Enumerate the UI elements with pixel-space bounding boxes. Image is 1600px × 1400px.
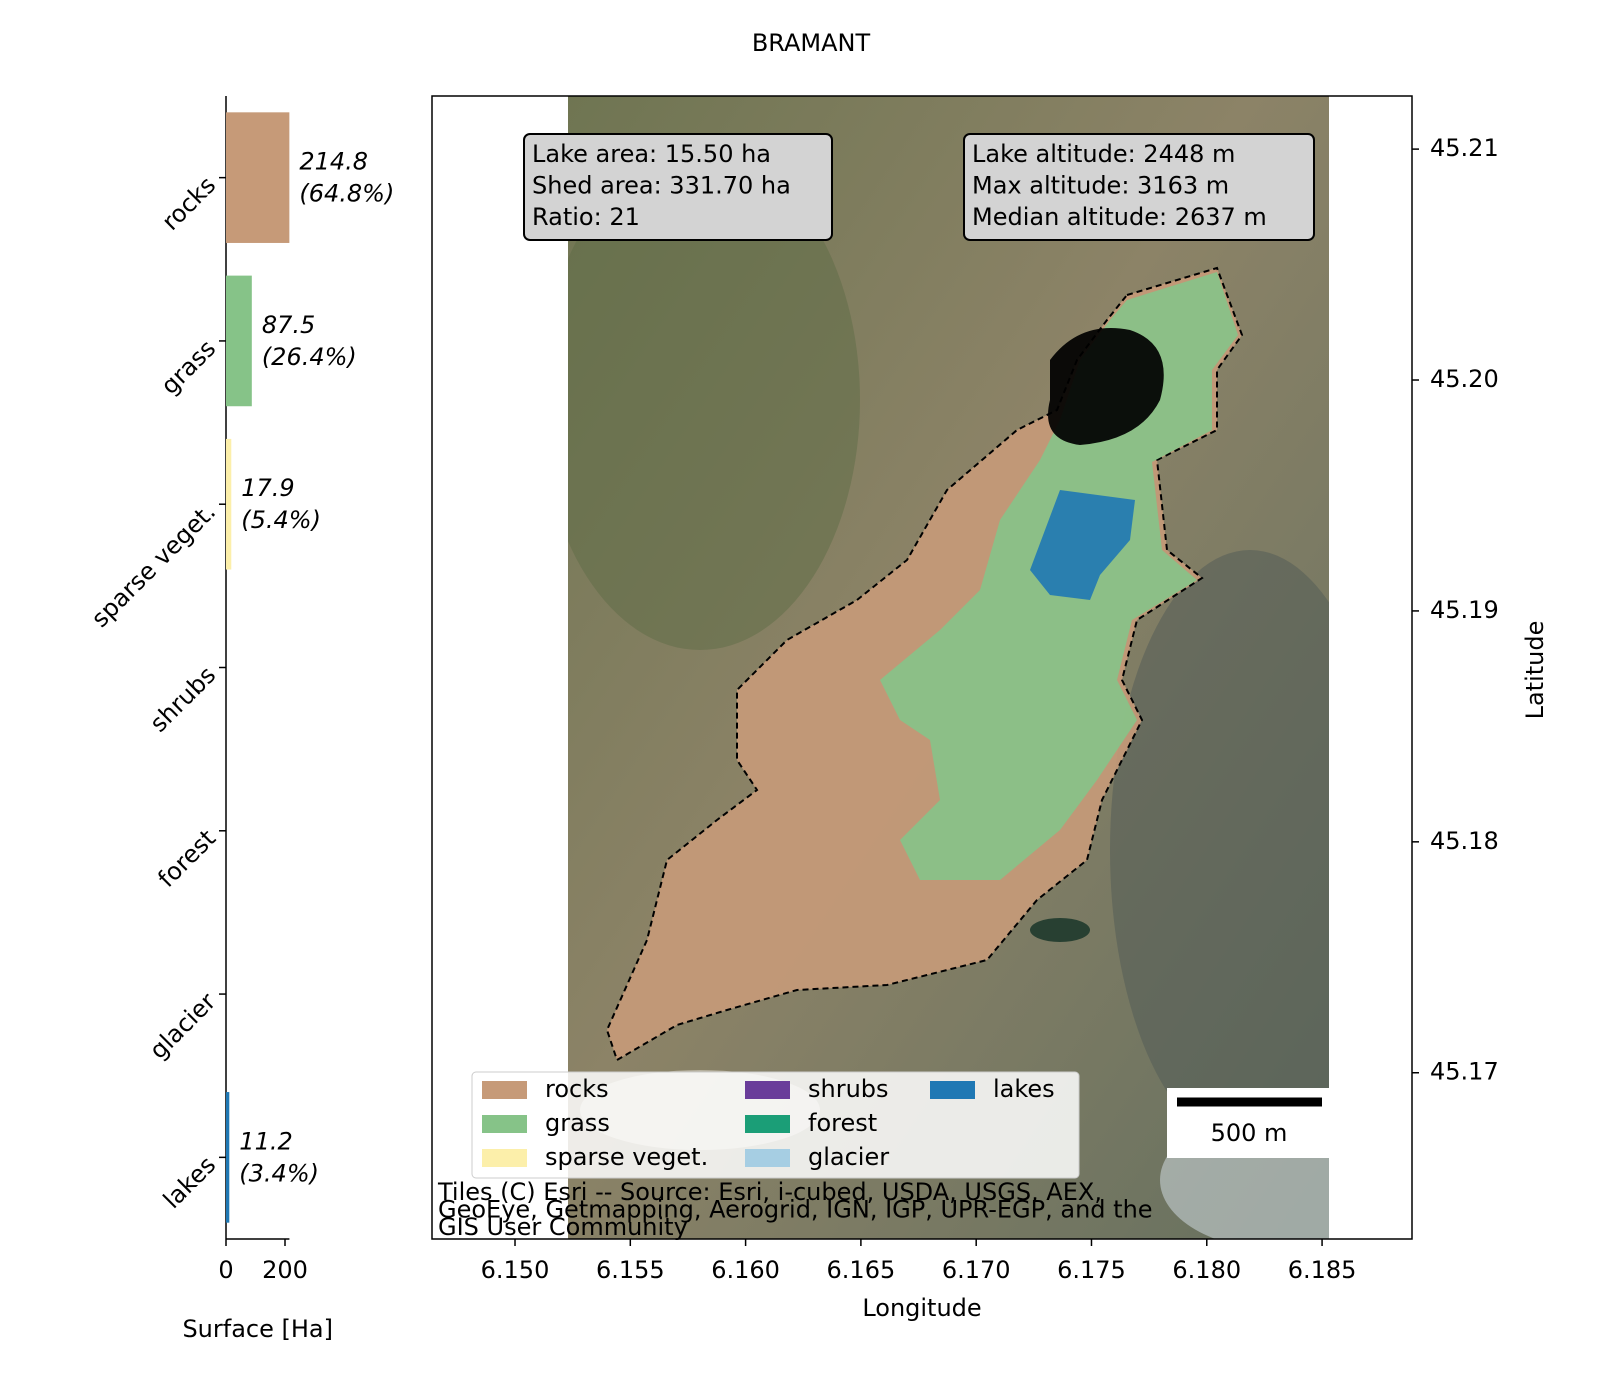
legend-swatch [482, 1115, 527, 1133]
share-label: (5.4%) [241, 506, 321, 534]
legend-label: shrubs [808, 1075, 889, 1103]
bar [226, 275, 252, 407]
x-axis-label: Longitude [862, 1294, 981, 1322]
x-tick-label: 6.165 [827, 1256, 896, 1284]
y-tick-label: 45.21 [1430, 134, 1499, 162]
y-tick-label: 45.17 [1430, 1058, 1499, 1086]
x-tick-label: 200 [262, 1256, 308, 1284]
y-tick-label: glacier [144, 987, 221, 1064]
attribution: GIS User Community [438, 1213, 688, 1241]
y-tick-label: rocks [156, 171, 221, 236]
share-label: (3.4%) [239, 1159, 319, 1187]
value-label: 17.9 [241, 474, 294, 502]
share-label: (26.4%) [262, 343, 357, 371]
attribution: GeoEye, Getmapping, Aerogrid, IGN, IGP, … [438, 1196, 1153, 1224]
info-box [963, 133, 1315, 241]
value-label: 214.8 [299, 148, 368, 176]
info-text: Max altitude: 3163 m [972, 172, 1229, 200]
x-tick-label: 6.155 [596, 1256, 665, 1284]
x-tick-label: 0 [218, 1256, 233, 1284]
value-label: 11.2 [239, 1127, 292, 1155]
bar [226, 1092, 230, 1223]
info-text: Median altitude: 2637 m [972, 203, 1267, 231]
y-axis-label: Latitude [1521, 621, 1549, 720]
y-tick-label: shrubs [144, 661, 221, 738]
x-tick-label: 6.160 [711, 1256, 780, 1284]
legend-swatch [482, 1149, 527, 1167]
y-tick-label: 45.18 [1430, 827, 1499, 855]
y-tick-label: grass [156, 334, 222, 400]
y-tick-label: 45.19 [1430, 596, 1499, 624]
legend-swatch [930, 1081, 975, 1099]
info-text: Ratio: 21 [532, 203, 640, 231]
info-box [523, 133, 833, 241]
x-tick-label: 6.180 [1172, 1256, 1241, 1284]
x-tick-label: 6.150 [481, 1256, 550, 1284]
scale-label: 500 m [1211, 1119, 1288, 1147]
value-label: 87.5 [262, 311, 315, 339]
y-tick-label: 45.20 [1430, 365, 1499, 393]
x-axis-label: Surface [Ha] [182, 1315, 333, 1343]
legend-label: rocks [545, 1075, 609, 1103]
legend-swatch [745, 1115, 790, 1133]
bar [226, 438, 232, 570]
share-label: (64.8%) [299, 180, 394, 208]
legend-swatch [482, 1081, 527, 1099]
chart-title: BRAMANT [752, 29, 871, 57]
info-text: Lake altitude: 2448 m [972, 140, 1235, 168]
legend-swatch [745, 1081, 790, 1099]
info-text: Lake area: 15.50 ha [532, 140, 771, 168]
legend-label: grass [545, 1109, 610, 1137]
legend-swatch [745, 1149, 790, 1167]
y-tick-label: sparse veget. [86, 498, 221, 633]
x-tick-label: 6.175 [1057, 1256, 1126, 1284]
info-text: Shed area: 331.70 ha [532, 172, 791, 200]
bar [226, 112, 290, 243]
legend-label: lakes [993, 1075, 1055, 1103]
watershed [605, 266, 1244, 1062]
legend-label: glacier [808, 1143, 889, 1171]
x-tick-label: 6.170 [942, 1256, 1011, 1284]
y-tick-label: forest [152, 824, 221, 893]
legend-label: forest [808, 1109, 877, 1137]
axes-frame [431, 95, 1413, 1240]
legend-label: sparse veget. [545, 1143, 708, 1171]
x-tick-label: 6.185 [1288, 1256, 1357, 1284]
y-tick-label: lakes [158, 1151, 221, 1214]
attribution: Tiles (C) Esri -- Source: Esri, i-cubed,… [437, 1178, 1102, 1206]
